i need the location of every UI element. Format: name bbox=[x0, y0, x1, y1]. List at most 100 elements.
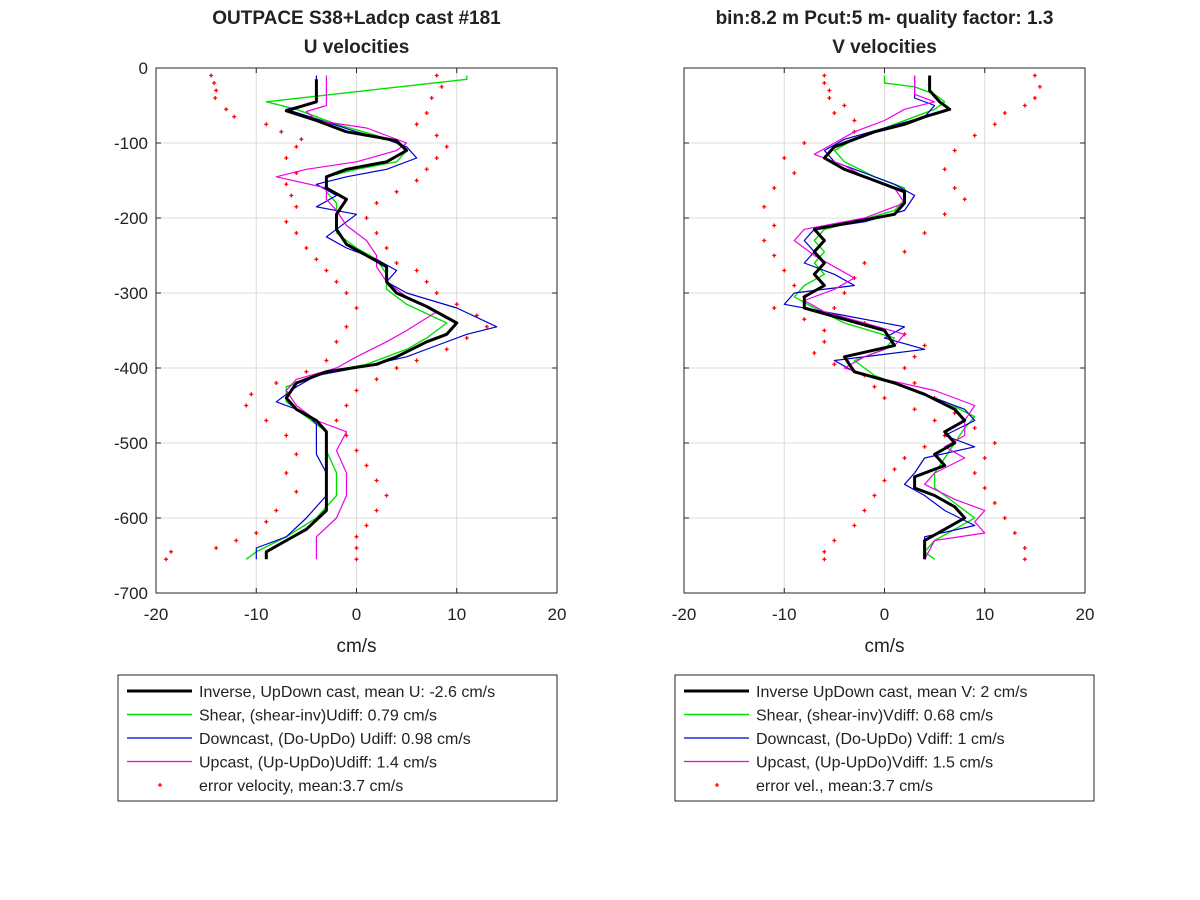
error-point bbox=[304, 369, 309, 374]
series-group bbox=[164, 73, 498, 562]
error-point bbox=[862, 508, 867, 513]
error-point bbox=[782, 268, 787, 273]
error-point bbox=[284, 471, 289, 475]
error-point bbox=[1022, 546, 1027, 550]
error-point bbox=[284, 433, 289, 438]
error-point bbox=[394, 261, 399, 265]
error-point bbox=[962, 197, 967, 202]
error-point bbox=[772, 253, 777, 258]
error-point bbox=[832, 111, 837, 115]
error-point bbox=[822, 549, 827, 554]
error-point bbox=[274, 381, 279, 385]
error-point bbox=[454, 302, 459, 307]
error-point bbox=[232, 114, 237, 119]
error-point bbox=[434, 73, 439, 78]
error-point bbox=[304, 246, 309, 250]
error-point bbox=[952, 186, 957, 190]
error-point bbox=[354, 557, 359, 562]
error-point bbox=[902, 366, 907, 370]
error-point bbox=[249, 392, 254, 397]
error-point bbox=[852, 118, 857, 123]
error-point bbox=[274, 508, 279, 513]
error-point bbox=[822, 339, 827, 344]
error-point bbox=[224, 107, 229, 112]
error-point bbox=[802, 317, 807, 322]
error-point bbox=[992, 441, 997, 445]
error-point bbox=[762, 204, 767, 209]
error-point bbox=[364, 523, 369, 528]
error-point bbox=[1022, 103, 1027, 108]
error-point bbox=[922, 231, 927, 235]
error-point bbox=[354, 388, 359, 393]
left-title-line2: U velocities bbox=[304, 37, 410, 58]
error-point bbox=[244, 403, 249, 408]
error-point bbox=[782, 156, 787, 160]
v-velocity-legend: Inverse UpDown cast, mean V: 2 cm/s Shear… bbox=[674, 674, 1095, 802]
error-point bbox=[439, 84, 444, 89]
error-point bbox=[374, 201, 379, 205]
error-point bbox=[872, 384, 877, 389]
series-line bbox=[802, 75, 967, 560]
error-point bbox=[294, 489, 299, 494]
error-point bbox=[284, 182, 289, 187]
error-point bbox=[334, 418, 339, 423]
error-point bbox=[842, 291, 847, 295]
left-title-line1: OUTPACE S38+Ladcp cast #181 bbox=[212, 8, 501, 29]
u-velocity-legend: Inverse, UpDown cast, mean U: -2.6 cm/s S… bbox=[117, 674, 558, 802]
error-point bbox=[1002, 516, 1007, 520]
error-point bbox=[902, 456, 907, 460]
legend-entry-label: Downcast, (Do-UpDo) Udiff: 0.98 cm/s bbox=[199, 731, 471, 748]
error-point bbox=[912, 381, 917, 385]
x-tick-label: 10 bbox=[447, 605, 466, 624]
x-tick-label: -10 bbox=[244, 605, 269, 624]
error-point bbox=[212, 81, 217, 85]
error-point bbox=[294, 204, 299, 209]
error-point bbox=[792, 171, 797, 175]
error-point bbox=[464, 336, 469, 340]
error-point bbox=[922, 444, 927, 449]
error-point bbox=[414, 268, 419, 273]
error-point bbox=[1037, 84, 1042, 89]
left-x-axis-label: cm/s bbox=[336, 636, 376, 657]
error-point bbox=[882, 396, 887, 400]
error-point bbox=[772, 223, 777, 228]
error-point bbox=[434, 291, 439, 295]
series-group bbox=[762, 73, 1042, 562]
error-point bbox=[952, 148, 957, 153]
right-title-line1: bin:8.2 m Pcut:5 m- quality factor: 1.3 bbox=[716, 8, 1054, 29]
error-point bbox=[334, 279, 339, 284]
error-point bbox=[832, 306, 837, 310]
error-point bbox=[1022, 557, 1027, 562]
x-tick-label: 20 bbox=[1076, 605, 1095, 624]
y-tick-label: 0 bbox=[139, 59, 148, 78]
error-point bbox=[324, 358, 329, 363]
error-point bbox=[972, 426, 977, 430]
error-point bbox=[972, 471, 977, 475]
error-point bbox=[842, 103, 847, 108]
error-point bbox=[424, 279, 429, 284]
error-point bbox=[354, 546, 359, 550]
error-point bbox=[294, 144, 299, 149]
legend-entry-label: error velocity, mean:3.7 cm/s bbox=[199, 778, 403, 795]
error-point bbox=[484, 324, 489, 329]
error-point bbox=[234, 538, 239, 543]
error-point bbox=[932, 418, 937, 423]
series-line bbox=[783, 75, 976, 560]
legend-entry-label: Upcast, (Up-UpDo)Vdiff: 1.5 cm/s bbox=[756, 755, 993, 772]
error-point bbox=[414, 122, 419, 127]
error-point bbox=[882, 478, 887, 483]
error-point bbox=[394, 366, 399, 370]
error-point bbox=[827, 96, 832, 100]
legend-entry-label: error vel., mean:3.7 cm/s bbox=[756, 778, 933, 795]
error-point bbox=[1012, 531, 1017, 535]
error-point bbox=[802, 141, 807, 145]
error-point bbox=[912, 354, 917, 359]
legend-swatch bbox=[158, 783, 162, 787]
error-point bbox=[862, 261, 867, 265]
error-point bbox=[822, 557, 827, 562]
legend-entry-label: Shear, (shear-inv)Udiff: 0.79 cm/s bbox=[199, 708, 437, 725]
error-point bbox=[344, 324, 349, 329]
error-point bbox=[902, 249, 907, 254]
error-point bbox=[827, 88, 832, 93]
error-point bbox=[289, 193, 294, 198]
